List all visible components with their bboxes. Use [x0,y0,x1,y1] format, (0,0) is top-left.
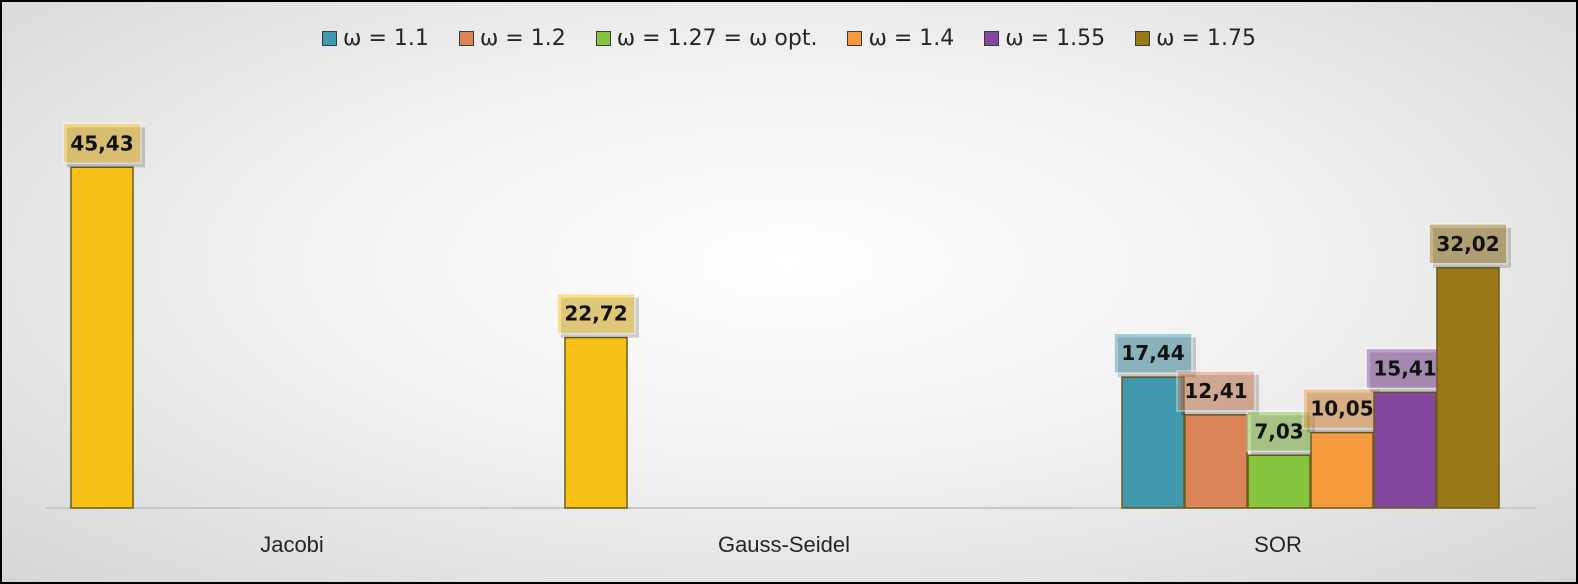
data-label: 22,72 [564,302,627,326]
bar-jacobi [70,166,134,509]
data-label: 15,41 [1373,356,1436,380]
legend-swatch [458,31,474,46]
data-label-shadow [67,127,145,168]
bar-sor-series-3 [1247,454,1311,509]
legend-label: ω = 1.27 = ω opt. [616,26,818,51]
legend-swatch [1135,31,1151,46]
data-label-box [1302,387,1382,430]
legend-item: ω = 1.4 [847,26,954,51]
bar-sor-series-6 [1436,267,1500,509]
data-label-shadow [561,297,639,338]
bar-sor-series-5 [1373,391,1437,509]
bar-sor-series-2 [1184,414,1248,509]
data-label: 12,41 [1184,379,1247,403]
data-label-box [62,122,142,165]
bar-sor-series-1 [1121,376,1185,509]
category-label: SOR [1254,532,1302,557]
data-label-shadow [1433,227,1511,268]
legend-swatch [595,31,611,46]
data-label-shadow [1251,415,1315,456]
data-label-box [1428,223,1508,265]
legend-swatch [847,31,863,46]
legend: ω = 1.1 ω = 1.2 ω = 1.27 = ω opt. ω = 1.4 ω … [2,26,1576,51]
data-label: 32,02 [1436,232,1499,256]
legend-item: ω = 1.55 [984,26,1105,51]
data-label: 10,05 [1310,397,1373,421]
legend-label: ω = 1.2 [479,26,566,51]
bar-sor-series-4 [1310,431,1374,509]
data-label: 45,43 [70,131,133,155]
legend-item: ω = 1.1 [322,26,429,51]
category-label: Jacobi [260,532,324,557]
data-label-shadow [1181,374,1259,415]
legend-item: ω = 1.75 [1135,26,1256,51]
data-label: 7,03 [1254,419,1303,443]
legend-label: ω = 1.55 [1005,26,1106,51]
bar-gauss-seidel [564,336,628,509]
category-label: Gauss-Seidel [718,532,850,557]
data-label-box [556,292,636,335]
legend-item: ω = 1.27 = ω opt. [595,26,818,51]
legend-label: ω = 1.4 [868,26,955,51]
data-label-shadow [1370,352,1448,393]
data-label-shadow [1118,337,1196,378]
data-label-box [1176,370,1256,412]
legend-label: ω = 1.75 [1156,26,1256,51]
legend-swatch [322,31,338,46]
data-label-shadow [1307,392,1385,433]
data-label-box [1113,332,1193,374]
data-label: 17,44 [1121,341,1184,365]
legend-swatch [984,31,1000,46]
data-label-box [1246,410,1312,453]
legend-item: ω = 1.2 [458,26,566,51]
legend-label: ω = 1.1 [343,26,429,51]
